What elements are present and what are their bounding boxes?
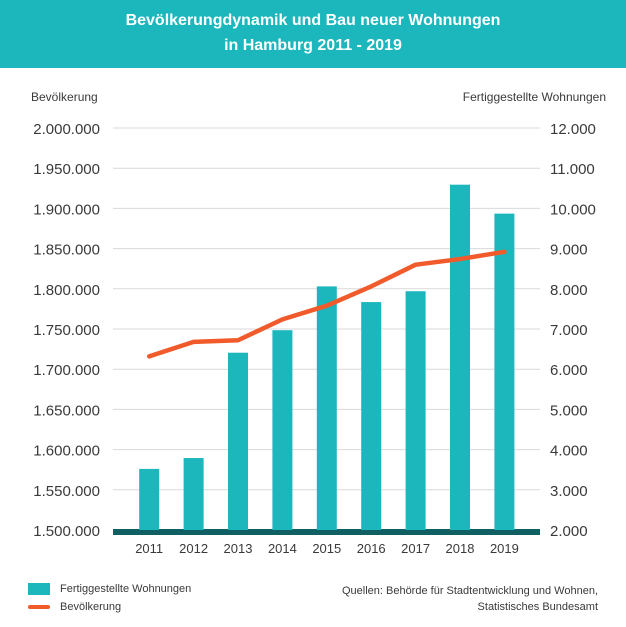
x-tick-label: 2018 [446,541,475,556]
label-layer: 1.500.000 2.000 1.550.000 3.000 1.600.000 4.0… [33,121,596,556]
bar-layer [139,184,515,530]
right-tick-label: 9.000 [550,242,588,259]
bar [450,184,470,530]
legend-bar-label: Fertiggestellte Wohnungen [60,583,192,596]
left-tick-label: 1.550.000 [33,483,100,500]
line-layer [146,249,507,359]
source-note: Quellen: Behörde für Stadtentwicklung un… [342,583,598,615]
chart-title-line1: Bevölkerungdynamik und Bau neuer Wohnung… [125,12,501,29]
x-tick-label: 2017 [401,541,430,556]
x-tick-label: 2011 [135,541,163,556]
right-tick-label: 12.000 [550,121,596,138]
bar [494,213,515,530]
left-tick-label: 1.950.000 [33,161,100,178]
bar [272,330,293,530]
chart-title-line2: in Hamburg 2011 - 2019 [224,37,402,54]
right-axis-title: Fertiggestellte Wohnungen [462,90,606,104]
right-tick-label: 3.000 [550,483,588,500]
right-tick-label: 5.000 [550,402,588,419]
x-axis-baseline [113,529,540,535]
x-tick-label: 2015 [312,541,341,556]
x-tick-label: 2019 [490,541,519,556]
bar [183,458,204,530]
legend-line-swatch [28,605,50,610]
left-tick-label: 1.750.000 [33,322,100,339]
x-tick-label: 2016 [357,541,386,556]
left-tick-label: 1.700.000 [33,362,100,379]
legend-item-line: Bevölkerung [28,601,121,613]
right-tick-label: 2.000 [550,523,588,540]
legend-bar-swatch [28,583,50,596]
left-axis-title: Bevölkerung [31,90,98,104]
right-tick-label: 8.000 [550,282,588,299]
legend-line-label: Bevölkerung [60,601,122,614]
bar [316,286,337,530]
legend-item-bars: Fertiggestellte Wohnungen [28,583,192,596]
x-tick-label: 2013 [224,541,253,556]
left-tick-label: 1.650.000 [33,402,100,419]
right-tick-label: 10.000 [550,201,596,218]
left-tick-label: 2.000.000 [33,121,100,138]
bar [361,302,382,530]
chart-header: Bevölkerungdynamik und Bau neuer Wohnung… [0,0,626,68]
x-tick-label: 2012 [179,541,208,556]
source-line2: Statistisches Bundesamt [477,601,598,613]
left-tick-label: 1.900.000 [33,201,100,218]
right-tick-label: 4.000 [550,443,588,460]
bar [405,291,426,530]
bar [139,468,160,530]
right-tick-label: 6.000 [550,362,588,379]
left-tick-label: 1.600.000 [33,443,100,460]
right-tick-label: 11.000 [550,161,595,178]
left-tick-label: 1.500.000 [33,523,100,540]
population-line [146,249,507,359]
right-tick-label: 7.000 [550,322,588,339]
bar [228,352,248,530]
source-line1: Quellen: Behörde für Stadtentwicklung un… [341,585,598,597]
left-tick-label: 1.800.000 [33,282,100,299]
left-tick-label: 1.850.000 [33,242,100,259]
x-tick-label: 2014 [268,541,297,556]
